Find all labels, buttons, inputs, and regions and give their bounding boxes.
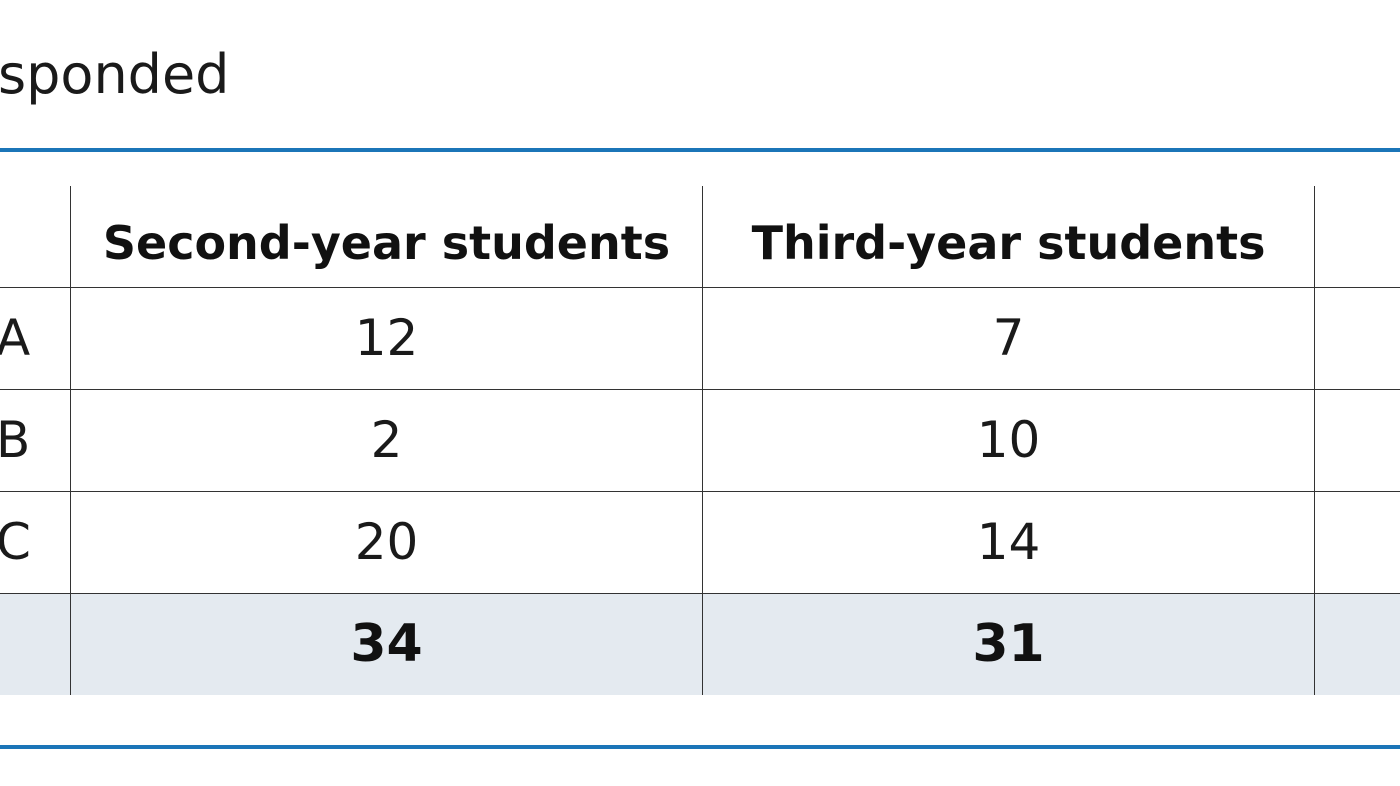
table-row: A 12 7 [0, 286, 1400, 389]
data-table: Second-year students Third-year students… [0, 186, 1400, 695]
total-row: 34 31 [0, 592, 1400, 695]
header-cell-extra [1313, 186, 1400, 287]
cell-extra [1313, 490, 1400, 593]
header-cell-third-year: Third-year students [702, 186, 1315, 287]
row-label: A [0, 286, 71, 389]
cell-extra [1313, 286, 1400, 389]
cell-second-year: 2 [69, 388, 703, 491]
header-cell-second-year: Second-year students [69, 186, 703, 287]
table-row: C 20 14 [0, 490, 1400, 593]
total-label [0, 592, 71, 695]
table-caption: sponded [0, 43, 230, 106]
cell-third-year: 14 [702, 490, 1315, 593]
top-rule [0, 148, 1400, 152]
table-row: B 2 10 [0, 388, 1400, 491]
total-third-year: 31 [702, 592, 1315, 695]
cell-third-year: 10 [702, 388, 1315, 491]
cell-second-year: 20 [69, 490, 703, 593]
header-cell-label [0, 186, 70, 287]
row-label: C [0, 490, 71, 593]
bottom-rule [0, 745, 1400, 749]
cell-second-year: 12 [69, 286, 703, 389]
cell-third-year: 7 [702, 286, 1315, 389]
total-second-year: 34 [69, 592, 703, 695]
row-label: B [0, 388, 71, 491]
total-extra [1313, 592, 1400, 695]
header-row: Second-year students Third-year students [0, 186, 1400, 287]
cell-extra [1313, 388, 1400, 491]
